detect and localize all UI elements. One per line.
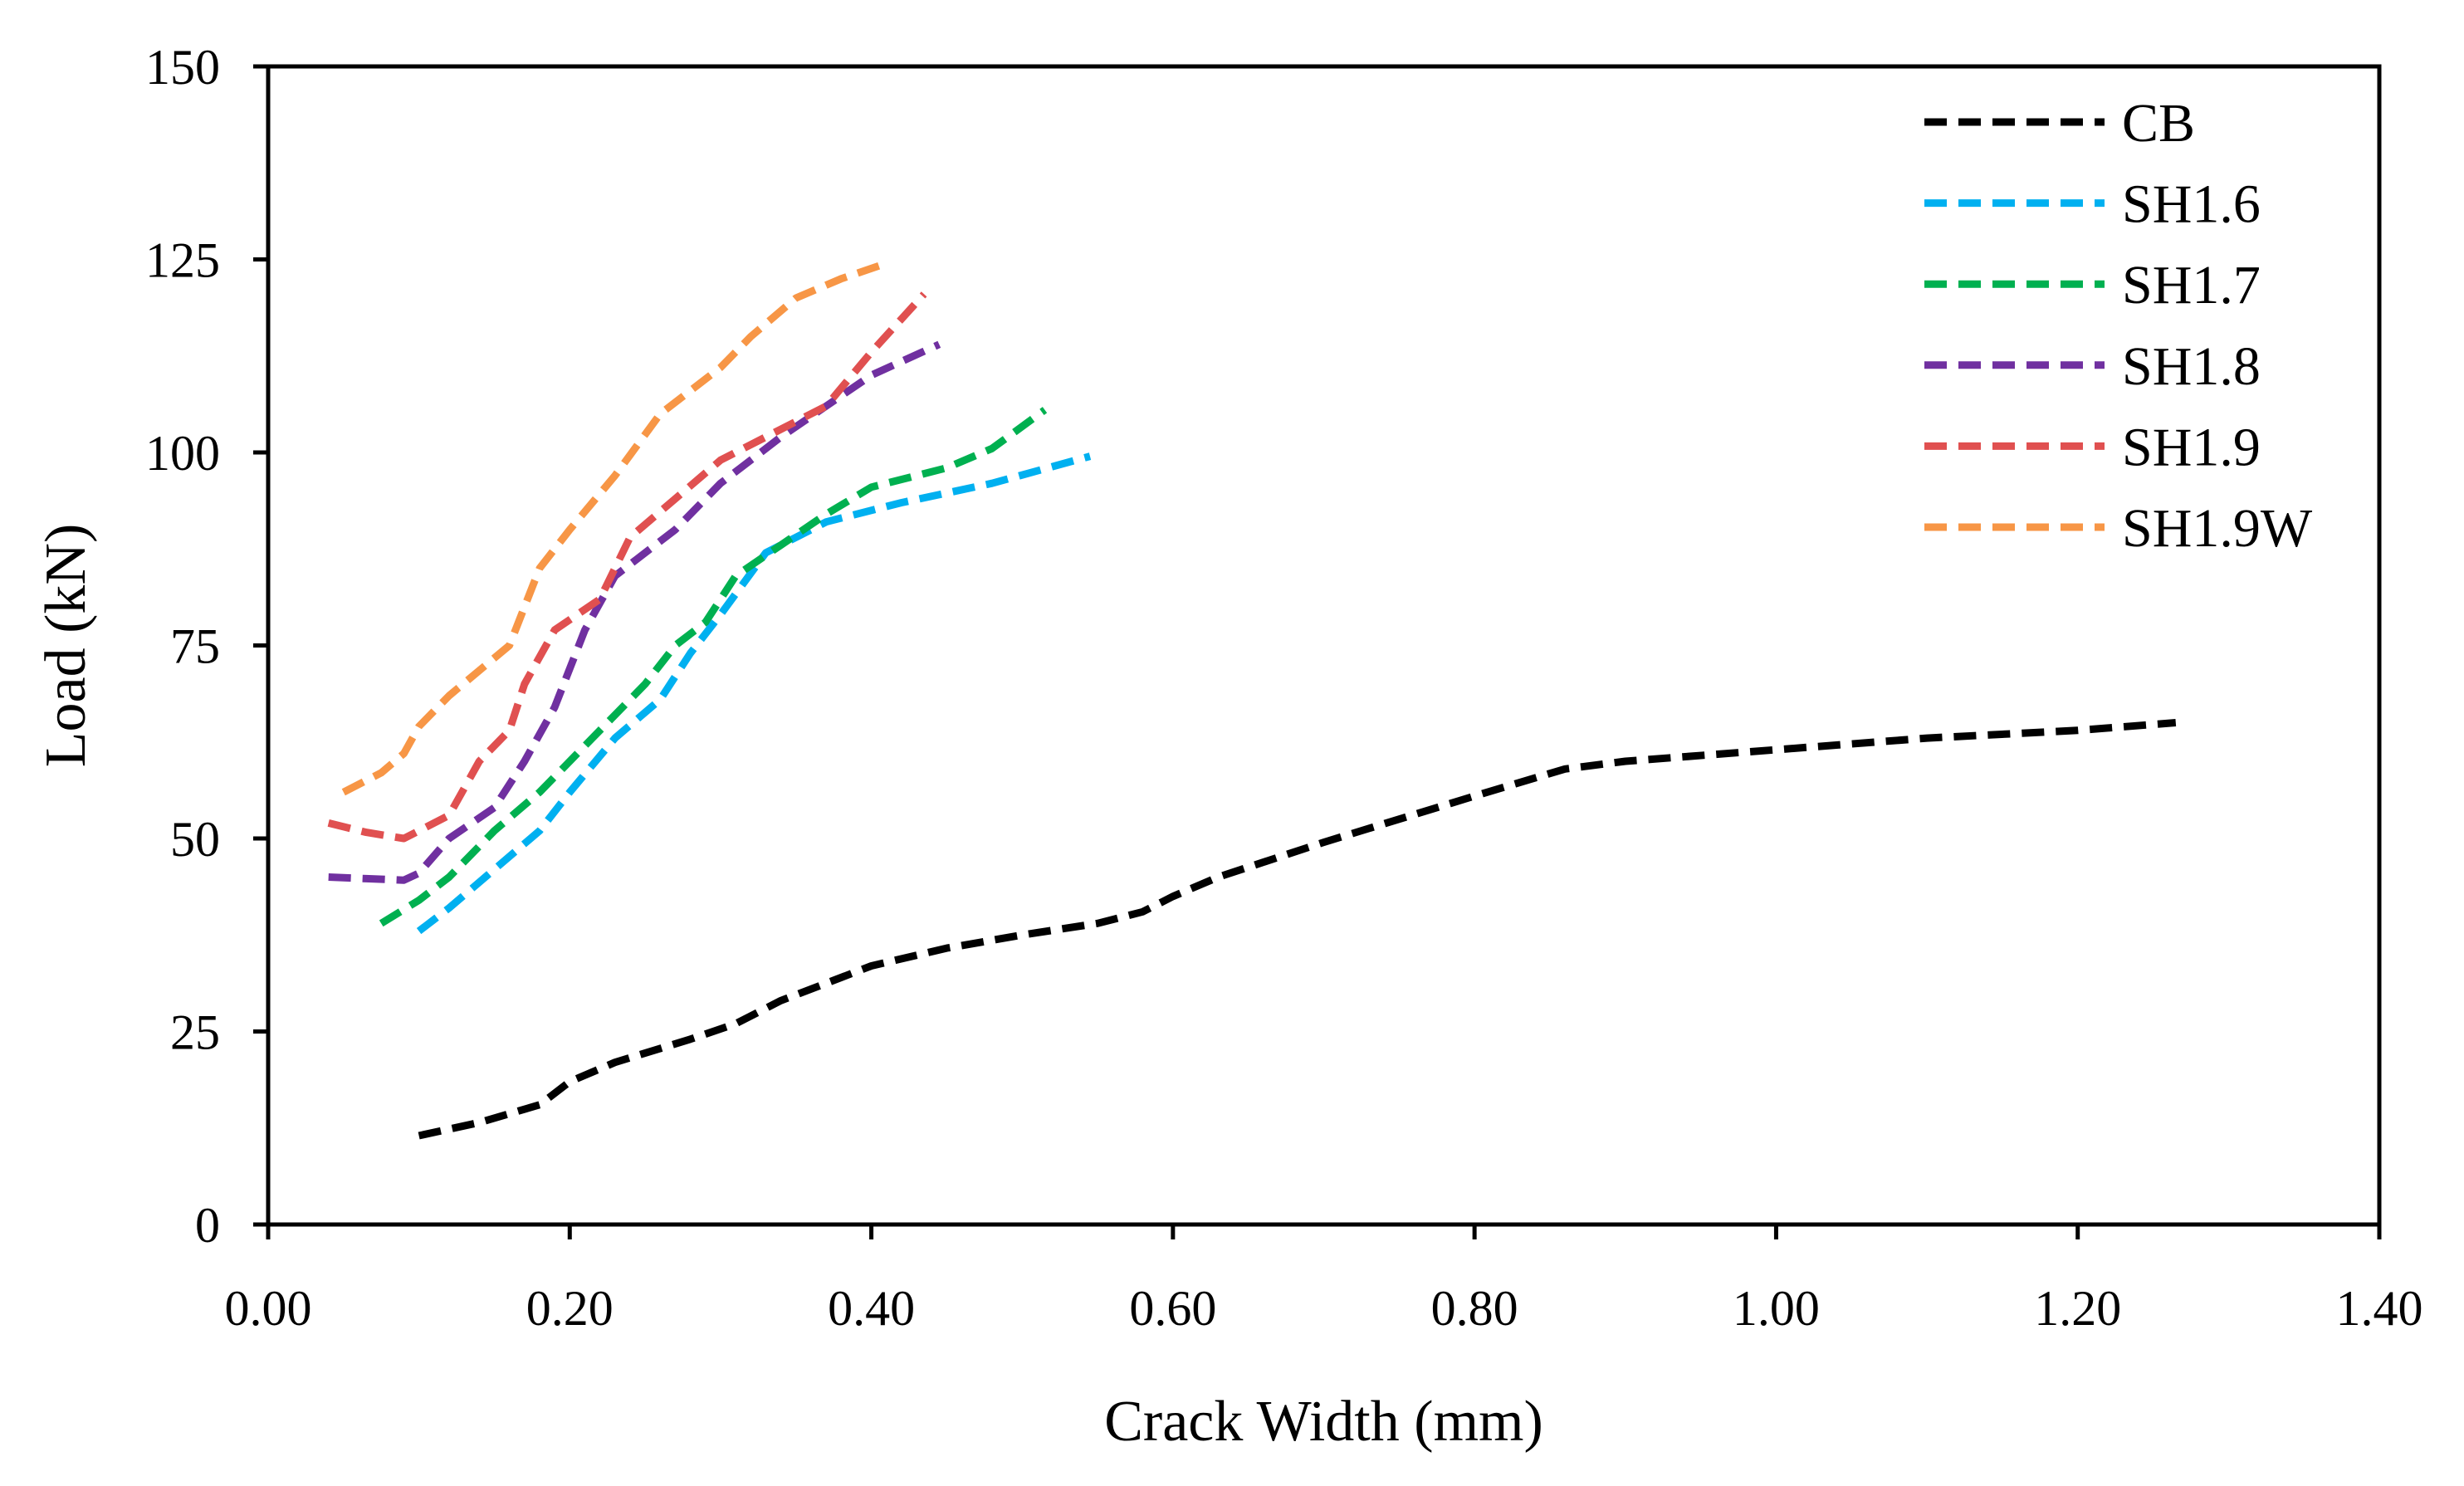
x-tick-label: 1.00 [1733, 1281, 1820, 1336]
series-line-cb [418, 719, 2177, 1140]
y-axis-title: Load (kN) [34, 524, 98, 768]
x-tick-label: 0.40 [828, 1281, 915, 1336]
legend-label-sh1-9w: SH1.9W [2122, 498, 2313, 559]
y-tick-label: 0 [195, 1198, 220, 1253]
y-tick-label: 150 [145, 40, 220, 95]
series-lines [327, 259, 2177, 1140]
legend-label-sh1-6: SH1.6 [2122, 174, 2261, 235]
x-tick-label: 0.60 [1129, 1281, 1216, 1336]
series-line-sh1-8 [328, 340, 941, 884]
x-axis-ticks: 0.00 0.20 0.40 0.60 0.80 1.00 1.20 1.40 [225, 1224, 2423, 1336]
legend: CB SH1.6 SH1.7 SH1.8 SH1.9 SH1.9W [1924, 93, 2313, 559]
x-tick-label: 1.20 [2034, 1281, 2121, 1336]
series-line-sh1-6 [416, 452, 1092, 935]
y-tick-label: 75 [170, 619, 220, 674]
y-axis-ticks: 0 25 50 75 100 125 150 [145, 40, 268, 1253]
legend-label-sh1-9: SH1.9 [2122, 417, 2261, 477]
x-tick-label: 0.20 [526, 1281, 614, 1336]
y-tick-label: 100 [145, 426, 220, 481]
series-line-sh1-7 [379, 407, 1048, 927]
y-tick-label: 25 [170, 1005, 220, 1060]
series-line-sh1-9 [327, 291, 927, 843]
plot-area [266, 64, 2382, 1227]
legend-label-sh1-8: SH1.8 [2122, 336, 2261, 397]
y-tick-label: 50 [170, 812, 220, 867]
x-axis-title: Crack Width (mm) [1104, 1390, 1543, 1454]
x-tick-label: 0.00 [225, 1281, 312, 1336]
y-tick-label: 125 [145, 233, 220, 288]
legend-label-cb: CB [2122, 93, 2195, 154]
series-line-sh1-9w [341, 259, 888, 796]
legend-label-sh1-7: SH1.7 [2122, 255, 2261, 315]
x-tick-label: 0.80 [1431, 1281, 1518, 1336]
x-tick-label: 1.40 [2336, 1281, 2423, 1336]
